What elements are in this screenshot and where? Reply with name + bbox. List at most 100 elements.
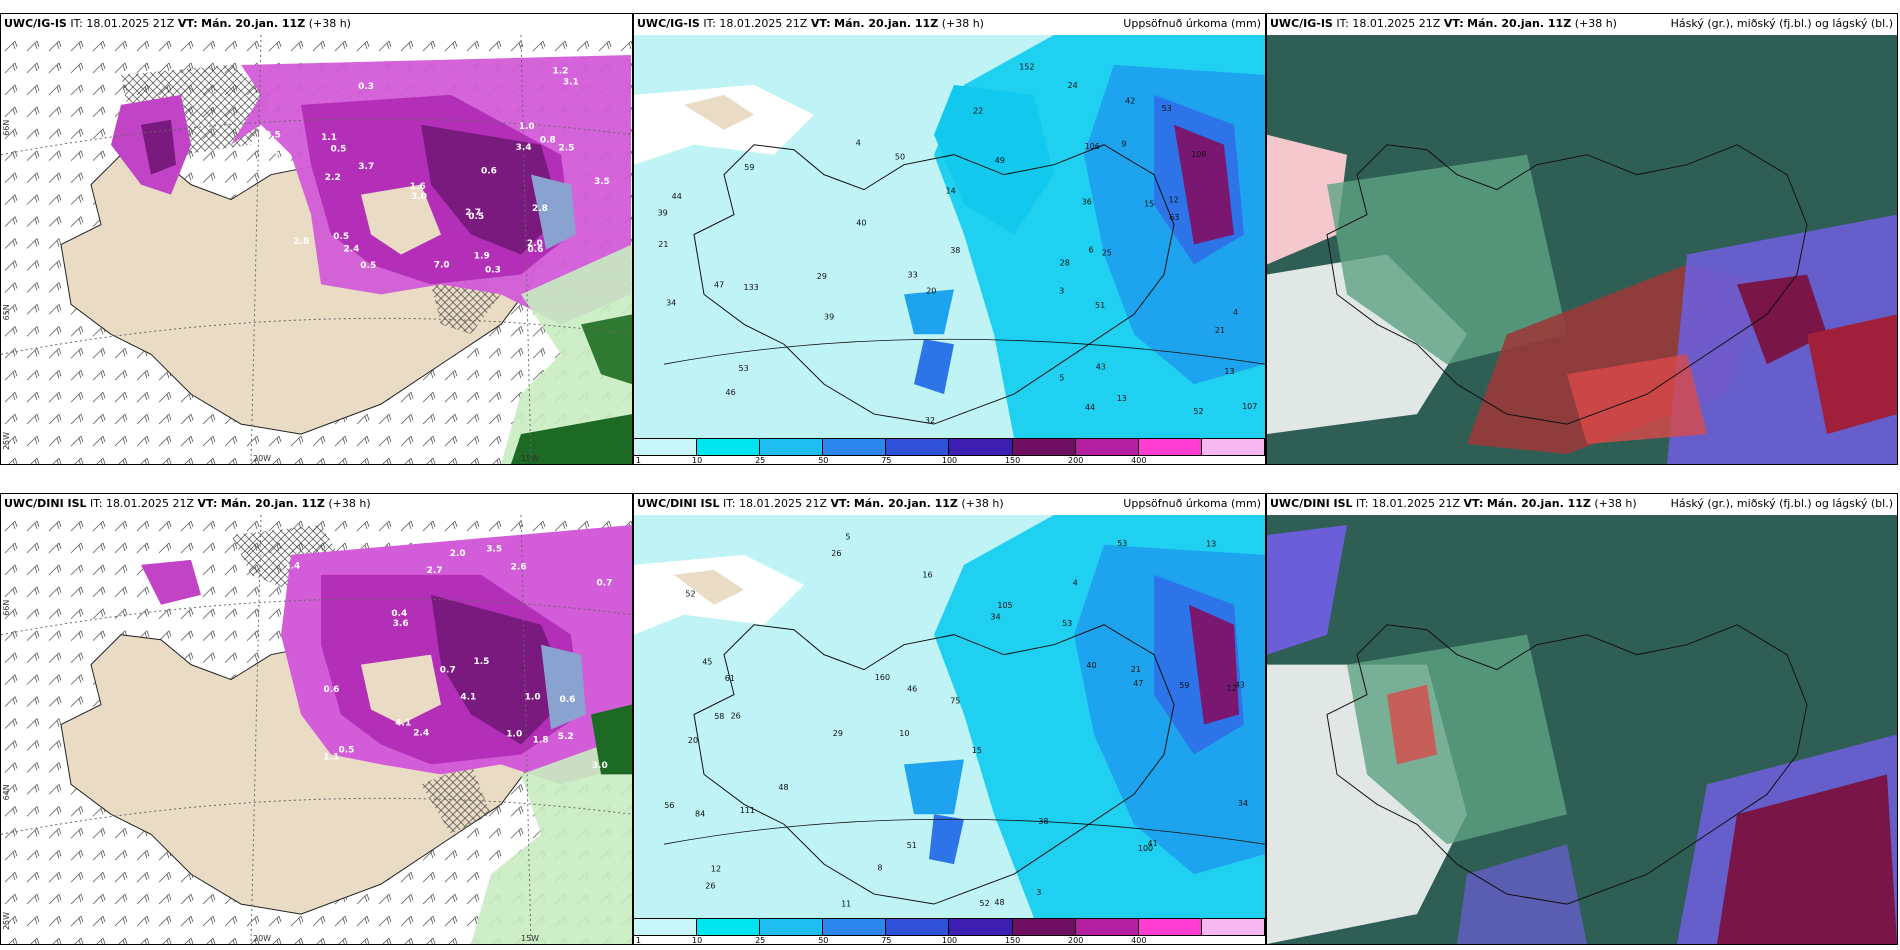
cloud-title: Háský (gr.), miðský (fj.bl.) og lágský (… — [1670, 497, 1893, 510]
panel-header: UWC/IG-IS IT: 18.01.2025 21Z VT: Mán. 20… — [1, 14, 632, 34]
value-label: 25 — [1102, 249, 1112, 258]
axis-w25: 25W — [2, 432, 11, 450]
value-label: 3.7 — [358, 162, 374, 172]
value-label: 22 — [973, 106, 983, 115]
value-label: 3.5 — [594, 177, 610, 187]
value-label: 44 — [672, 192, 682, 201]
axis-w15: 15W — [521, 454, 539, 463]
value-label: 1.1 — [321, 133, 337, 143]
value-label: 0.3 — [358, 82, 374, 92]
value-label: 5 — [1059, 374, 1064, 383]
value-label: 0.6 — [481, 167, 497, 177]
value-label: 0.5 — [360, 261, 376, 271]
value-label: 3.5 — [486, 544, 502, 554]
value-label: 1.0 — [506, 729, 522, 739]
value-label: 13 — [1206, 539, 1216, 548]
panel-header: UWC/IG-IS IT: 18.01.2025 21Z VT: Mán. 20… — [634, 14, 1265, 34]
value-label: 3.1 — [563, 77, 579, 87]
value-label: 29 — [817, 272, 827, 281]
value-label: 0.5 — [333, 232, 349, 242]
value-label: 48 — [778, 783, 788, 792]
value-label: 59 — [744, 163, 754, 172]
value-label: 61 — [725, 674, 735, 683]
vt-label: VT: — [197, 497, 218, 510]
value-label: 12 — [711, 865, 721, 874]
value-label: 21 — [658, 240, 668, 249]
legend-swatch — [823, 919, 887, 935]
lead-time: (+38 h) — [941, 17, 984, 30]
value-label: 8 — [877, 863, 882, 872]
value-label: 1.5 — [474, 657, 490, 667]
legend-tick-label: 10 — [692, 456, 703, 465]
model-name: UWC/IG-IS — [637, 17, 700, 30]
axis-lat64: 64N — [2, 784, 11, 800]
value-label: 34 — [666, 298, 676, 307]
value-label: 46 — [726, 388, 736, 397]
value-label: 29 — [833, 729, 843, 738]
value-label: 53 — [1062, 619, 1072, 628]
precip-map-svg: 5 4 12 10 15 26 52 53 20 34 75 26 26 29 52 48 51 53 40 48 61… — [634, 515, 1265, 918]
value-label: 3 — [1036, 888, 1041, 897]
model-name: UWC/IG-IS — [4, 17, 67, 30]
legend-swatch — [1201, 919, 1265, 935]
value-label: 34 — [991, 613, 1001, 622]
it-label: IT: — [90, 497, 103, 510]
vt-label: VT: — [810, 17, 831, 30]
legend-tick-label: 75 — [881, 936, 892, 945]
cloud-map — [1267, 515, 1897, 944]
value-label: 45 — [702, 658, 712, 667]
model-name: UWC/DINI ISL — [4, 497, 87, 510]
legend-tick-label: 50 — [818, 456, 829, 465]
legend-swatch — [823, 439, 887, 455]
value-label: 0.5 — [468, 212, 484, 222]
value-label: 75 — [950, 696, 960, 705]
lead-time: (+38 h) — [308, 17, 351, 30]
value-label: 100 — [1138, 844, 1153, 853]
value-label: 4 — [1233, 308, 1238, 317]
value-label: 32 — [925, 416, 935, 425]
value-label: 49 — [995, 156, 1005, 165]
value-label: 15 — [1144, 199, 1154, 208]
axis-lat65: 65N — [2, 304, 11, 320]
value-label: 2.7 — [465, 208, 481, 218]
legend-bar — [634, 438, 1265, 456]
value-label: 0.3 — [485, 265, 501, 275]
model-name: UWC/DINI ISL — [637, 497, 720, 510]
value-label: 105 — [997, 601, 1012, 610]
legend-tick-label: 150 — [1004, 936, 1021, 945]
legend-bar — [634, 918, 1265, 936]
value-label: 48 — [994, 898, 1004, 907]
value-label: 1.6 — [410, 182, 426, 192]
value-label: 4.1 — [460, 692, 476, 702]
legend-tick-label: 75 — [881, 456, 892, 465]
it-value: 18.01.2025 21Z — [739, 497, 828, 510]
value-label: 53 — [1162, 104, 1172, 113]
legend-tick-label: 25 — [755, 456, 766, 465]
value-label: 1.0 — [519, 122, 535, 132]
value-label: 53 — [1117, 539, 1127, 548]
value-label: 13 — [1224, 367, 1234, 376]
value-label: 3.6 — [393, 619, 409, 629]
value-label: 4 — [856, 139, 861, 148]
value-label: 26 — [705, 882, 715, 891]
value-label: 53 — [739, 364, 749, 373]
value-label: 2.8 — [293, 237, 309, 247]
value-label: 0.5 — [339, 746, 355, 756]
it-label: IT: — [723, 497, 736, 510]
panel-cloud-dini: UWC/DINI ISL IT: 18.01.2025 21Z VT: Mán.… — [1266, 493, 1898, 945]
snow-map: 66N 65N 20W 15W 25W 0.3 0.3 0.5 1.1 0.8 1.9 3.… — [1, 35, 632, 464]
value-label: 2.7 — [427, 566, 443, 576]
it-label: IT: — [70, 17, 83, 30]
value-label: 7.0 — [434, 261, 450, 271]
panel-header: UWC/DINI ISL IT: 18.01.2025 21Z VT: Mán.… — [1267, 494, 1897, 514]
it-label: IT: — [1356, 497, 1369, 510]
it-value: 18.01.2025 21Z — [719, 17, 808, 30]
vt-value: Mán. 20.jan. 11Z — [201, 17, 306, 30]
vt-value: Mán. 20.jan. 11Z — [1486, 497, 1591, 510]
value-label: 44 — [1085, 403, 1095, 412]
legend-swatch — [1201, 439, 1265, 455]
value-label: 40 — [856, 219, 866, 228]
legend-swatch — [949, 439, 1013, 455]
it-value: 18.01.2025 21Z — [1352, 17, 1441, 30]
